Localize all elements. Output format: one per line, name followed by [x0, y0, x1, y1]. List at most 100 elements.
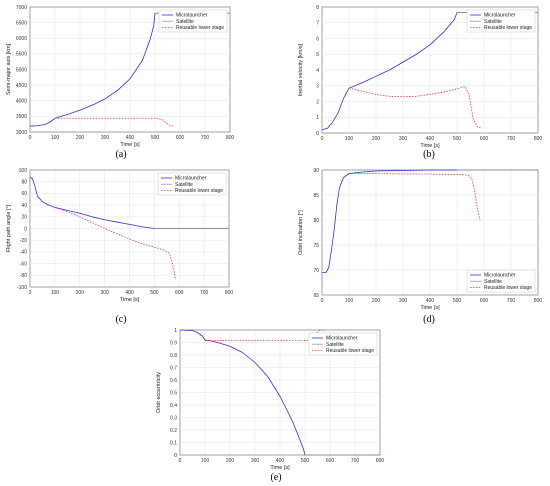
y-tick-label: 20	[21, 215, 27, 221]
x-tick-label: 100	[345, 136, 354, 142]
x-tick-label: 400	[426, 298, 435, 304]
legend-box	[466, 269, 536, 293]
series-line-microlauncher	[179, 329, 380, 456]
y-tick-label: 8	[316, 5, 319, 11]
y-tick-label: 0.1	[170, 440, 177, 446]
x-tick-label: 300	[251, 458, 260, 464]
y-axis-label: Semi-major axis [km]	[6, 43, 12, 95]
y-tick-label: -100	[17, 285, 27, 291]
y-tick-label: 6000	[16, 36, 27, 42]
y-tick-label: 90	[313, 168, 319, 174]
legend-label: Reusable lower stage	[484, 285, 532, 291]
x-tick-label: 100	[201, 458, 210, 464]
legend-label: Reusable lower stage	[326, 348, 374, 354]
y-tick-label: 7000	[16, 5, 27, 11]
series-line-reusable-lower-stage	[54, 207, 176, 281]
x-tick-label: 0	[29, 135, 32, 141]
x-tick-label: 800	[534, 298, 543, 304]
legend-label: Satellite	[484, 279, 502, 285]
y-tick-label: 80	[313, 218, 319, 224]
x-tick-label: 300	[101, 135, 110, 141]
y-tick-label: 6500	[16, 20, 27, 26]
chart-b: 0 100 200 300 400 500 600 700 800 0 1 2 3 4 5 6 7 8 Time […	[298, 5, 542, 160]
y-tick-label: 0.7	[170, 365, 177, 371]
x-tick-label: 100	[51, 290, 60, 296]
x-axis-label: Time [s]	[270, 465, 290, 471]
y-tick-label: 3	[316, 84, 319, 90]
panel-caption: (b)	[423, 149, 435, 160]
series-line-reusable-lower-stage	[348, 86, 482, 129]
x-tick-label: 500	[150, 290, 159, 296]
y-tick-label: 0.6	[170, 378, 177, 384]
y-tick-label: 40	[21, 203, 27, 209]
legend-label: Reusable lower stage	[176, 25, 224, 31]
x-tick-label: 800	[376, 458, 385, 464]
y-tick-label: 3500	[16, 114, 27, 120]
panel-caption: (a)	[115, 149, 126, 160]
y-tick-label: 4	[316, 68, 319, 74]
x-tick-label: 300	[399, 298, 408, 304]
legend-label: Reusable lower stage	[484, 25, 532, 31]
y-tick-label: 0	[24, 226, 27, 232]
y-tick-label: 3000	[16, 130, 27, 136]
panel-caption: (c)	[115, 314, 126, 325]
y-tick-label: 1	[174, 328, 177, 334]
y-tick-label: 4500	[16, 83, 27, 89]
legend-label: Microlauncher	[484, 273, 516, 279]
y-tick-label: -60	[20, 261, 27, 267]
y-tick-label: 0.4	[170, 403, 177, 409]
y-tick-label: 0.9	[170, 340, 177, 346]
x-tick-label: 700	[351, 458, 360, 464]
y-tick-label: 100	[19, 168, 28, 174]
y-tick-label: 0.5	[170, 390, 177, 396]
y-axis-label: Flight path angle [°]	[6, 204, 12, 252]
x-tick-label: 200	[372, 136, 381, 142]
x-tick-label: 800	[534, 136, 543, 142]
y-tick-label: 70	[313, 268, 319, 274]
x-tick-label: 200	[226, 458, 235, 464]
panel-caption: (e)	[270, 472, 281, 483]
chart-a: 0 100 200 300 400 500 600 700 800 3000 3500 4000 450…	[6, 5, 234, 160]
legend-label: Microlauncher	[484, 13, 516, 19]
x-tick-label: 600	[175, 290, 184, 296]
panel-caption: (d)	[423, 314, 435, 325]
x-axis-label: Time [s]	[120, 297, 140, 303]
x-tick-label: 100	[345, 298, 354, 304]
series-line-reusable-lower-stage	[55, 117, 174, 127]
x-tick-label: 400	[426, 136, 435, 142]
x-tick-label: 400	[276, 458, 285, 464]
legend-label: Microlauncher	[176, 13, 208, 19]
x-tick-label: 500	[151, 135, 160, 141]
x-tick-label: 700	[507, 298, 516, 304]
legend-label: Microlauncher	[326, 336, 358, 342]
y-tick-label: -80	[20, 273, 27, 279]
y-tick-label: 0.2	[170, 428, 177, 434]
y-tick-label: 6	[316, 36, 319, 42]
x-tick-label: 800	[225, 290, 234, 296]
legend-label: Microlauncher	[175, 176, 207, 182]
y-tick-label: -20	[20, 238, 27, 244]
x-tick-label: 700	[200, 290, 209, 296]
x-tick-label: 500	[453, 298, 462, 304]
legend-label: Satellite	[175, 182, 193, 188]
chart-e: 0 100 200 300 400 500 600 700 800 0 0.1 0.2 0.3 0.4 0.…	[156, 328, 384, 483]
x-axis-label: Time [s]	[420, 143, 440, 149]
y-tick-label: 0	[316, 131, 319, 137]
series-line-microlauncher	[29, 12, 230, 127]
series-line-microlauncher	[322, 169, 538, 273]
legend-box	[466, 9, 536, 33]
legend-box	[157, 172, 227, 196]
series-line-microlauncher	[321, 12, 538, 131]
y-tick-label: 0.3	[170, 415, 177, 421]
x-tick-label: 400	[126, 135, 135, 141]
x-tick-label: 0	[179, 458, 182, 464]
chart-d: 0 100 200 300 400 500 600 700 800 65 70 75 80 85 90 Tim…	[298, 168, 542, 325]
legend-label: Satellite	[176, 19, 194, 25]
y-tick-label: 0	[174, 453, 177, 459]
x-axis-label: Time [s]	[420, 305, 440, 311]
legend-box	[158, 9, 228, 33]
